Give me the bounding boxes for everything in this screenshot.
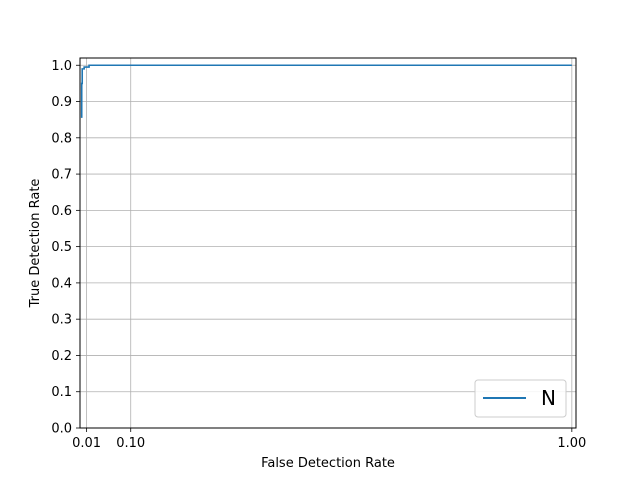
y-tick-label: 0.4 — [51, 276, 72, 291]
y-tick-label: 0.1 — [51, 385, 72, 400]
y-tick-label: 0.8 — [51, 131, 72, 146]
series-layer — [80, 64, 572, 118]
x-axis-label: False Detection Rate — [261, 456, 395, 471]
y-tick-label: 0.5 — [51, 240, 72, 255]
y-axis-label: True Detection Rate — [28, 179, 43, 309]
y-tick-label: 0.3 — [51, 313, 72, 328]
y-axis-ticks: 0.0 0.1 0.2 0.3 0.4 0.5 0.6 0.7 0.8 0.9 1.0 — [51, 59, 80, 437]
series-line-n — [80, 64, 572, 118]
x-tick-label: 0.10 — [116, 436, 145, 451]
x-tick-label: 0.01 — [72, 436, 101, 451]
y-tick-label: 0.6 — [51, 204, 72, 219]
y-tick-label: 1.0 — [51, 59, 72, 74]
plot-frame — [79, 57, 577, 429]
x-axis-ticks: 0.01 0.10 1.00 — [72, 428, 586, 451]
x-tick-label: 1.00 — [557, 436, 586, 451]
legend: N — [474, 379, 567, 418]
y-tick-label: 0.2 — [51, 349, 72, 364]
y-tick-label: 0.7 — [51, 168, 72, 183]
y-tick-label: 0.9 — [51, 95, 72, 110]
y-tick-label: 0.0 — [51, 422, 72, 437]
legend-label-n: N — [541, 386, 556, 410]
